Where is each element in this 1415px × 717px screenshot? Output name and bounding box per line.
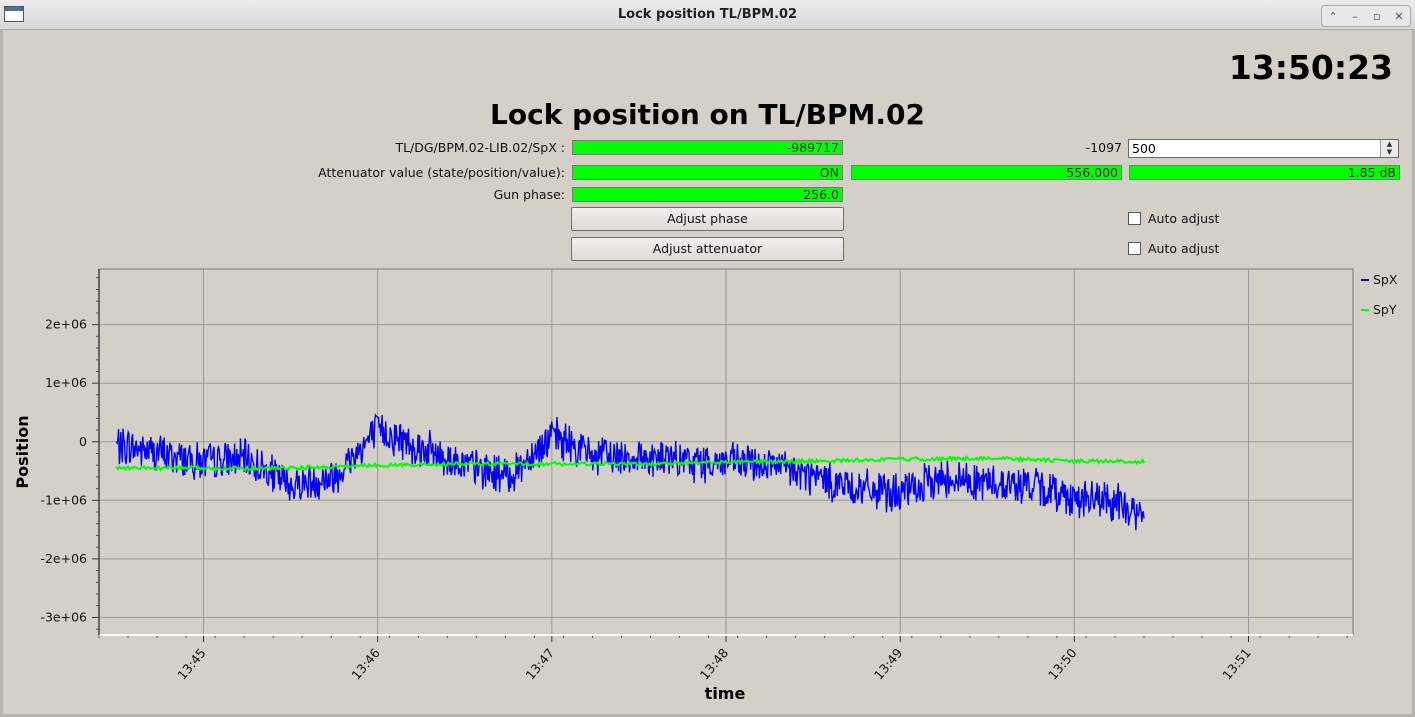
grid xyxy=(99,269,1353,635)
shade-icon[interactable]: ⌃ xyxy=(1328,9,1338,23)
checkbox-icon[interactable] xyxy=(1128,242,1141,255)
x-tick-label: 13:46 xyxy=(348,645,383,682)
close-icon[interactable]: ✕ xyxy=(1394,9,1404,23)
auto-adjust-phase-checkbox[interactable]: Auto adjust xyxy=(1128,211,1219,226)
attenuator-state-indicator: ON xyxy=(572,165,843,180)
window-titlebar: Lock position TL/BPM.02 ⌃ – ▫ ✕ xyxy=(0,0,1415,30)
spx-label: TL/DG/BPM.02-LIB.02/SpX : xyxy=(395,140,565,155)
y-axis-label: Position xyxy=(13,415,32,488)
y-tick-label: -2e+06 xyxy=(40,551,87,566)
window-title: Lock position TL/BPM.02 xyxy=(617,7,798,22)
gun-phase-label: Gun phase: xyxy=(493,187,565,202)
y-axis: 2e+06 1e+06 0 -1e+06 -2e+06 -3e+06 xyxy=(40,277,99,630)
y-tick-label: -1e+06 xyxy=(40,492,87,507)
spin-arrows[interactable]: ▲ ▼ xyxy=(1380,140,1398,157)
checkbox-icon[interactable] xyxy=(1128,212,1141,225)
app-window-icon[interactable] xyxy=(4,6,24,22)
series-line-spy xyxy=(115,455,1145,472)
spx-value-indicator: -989717 xyxy=(572,140,843,155)
spin-up-icon[interactable]: ▲ xyxy=(1386,140,1393,148)
y-tick-label: -3e+06 xyxy=(40,609,87,624)
x-tick-label: 13:47 xyxy=(522,645,557,682)
window-frame-bottom xyxy=(0,714,1415,717)
adjust-attenuator-button[interactable]: Adjust attenuator xyxy=(571,237,844,261)
setpoint-readback: -1097 xyxy=(1085,140,1122,155)
window-frame-right xyxy=(1412,30,1415,717)
clock: 13:50:23 xyxy=(1228,48,1393,87)
setpoint-spinbox[interactable]: 500 ▲ ▼ xyxy=(1128,139,1399,158)
legend-label-spy: SpY xyxy=(1373,302,1397,317)
gun-phase-indicator: 256.0 xyxy=(572,187,843,202)
page-title: Lock position on TL/BPM.02 xyxy=(490,98,925,131)
x-tick-label: 13:48 xyxy=(697,645,732,682)
y-tick-label: 1e+06 xyxy=(45,375,87,390)
y-tick-label: 0 xyxy=(79,434,87,449)
series-layer xyxy=(115,413,1145,531)
x-tick-label: 13:50 xyxy=(1045,645,1080,682)
legend-label-spx: SpX xyxy=(1373,272,1398,287)
maximize-icon[interactable]: ▫ xyxy=(1373,9,1381,23)
adjust-phase-button[interactable]: Adjust phase xyxy=(571,207,844,231)
window-controls: ⌃ – ▫ ✕ xyxy=(1321,5,1411,27)
auto-adjust-attenuator-checkbox[interactable]: Auto adjust xyxy=(1128,241,1219,256)
checkbox-label: Auto adjust xyxy=(1148,241,1220,256)
x-tick-label: 13:49 xyxy=(871,645,906,682)
spin-down-icon[interactable]: ▼ xyxy=(1386,148,1393,156)
x-axis: 13:45 13:46 13:47 13:48 13:49 13:50 13:51 xyxy=(98,635,1348,683)
minimize-icon[interactable]: – xyxy=(1352,9,1358,23)
checkbox-label: Auto adjust xyxy=(1148,211,1220,226)
attenuator-label: Attenuator value (state/position/value): xyxy=(318,165,565,180)
y-tick-label: 2e+06 xyxy=(45,317,87,332)
x-axis-label: time xyxy=(705,684,746,703)
x-tick-label: 13:45 xyxy=(174,645,209,682)
setpoint-value[interactable]: 500 xyxy=(1132,141,1156,156)
attenuator-position-indicator: 556.000 xyxy=(851,165,1122,180)
window-frame-left xyxy=(0,30,3,717)
legend: SpX SpY xyxy=(1361,272,1398,317)
x-tick-label: 13:51 xyxy=(1219,645,1254,682)
attenuator-value-indicator: 1.85 dB xyxy=(1129,165,1400,180)
